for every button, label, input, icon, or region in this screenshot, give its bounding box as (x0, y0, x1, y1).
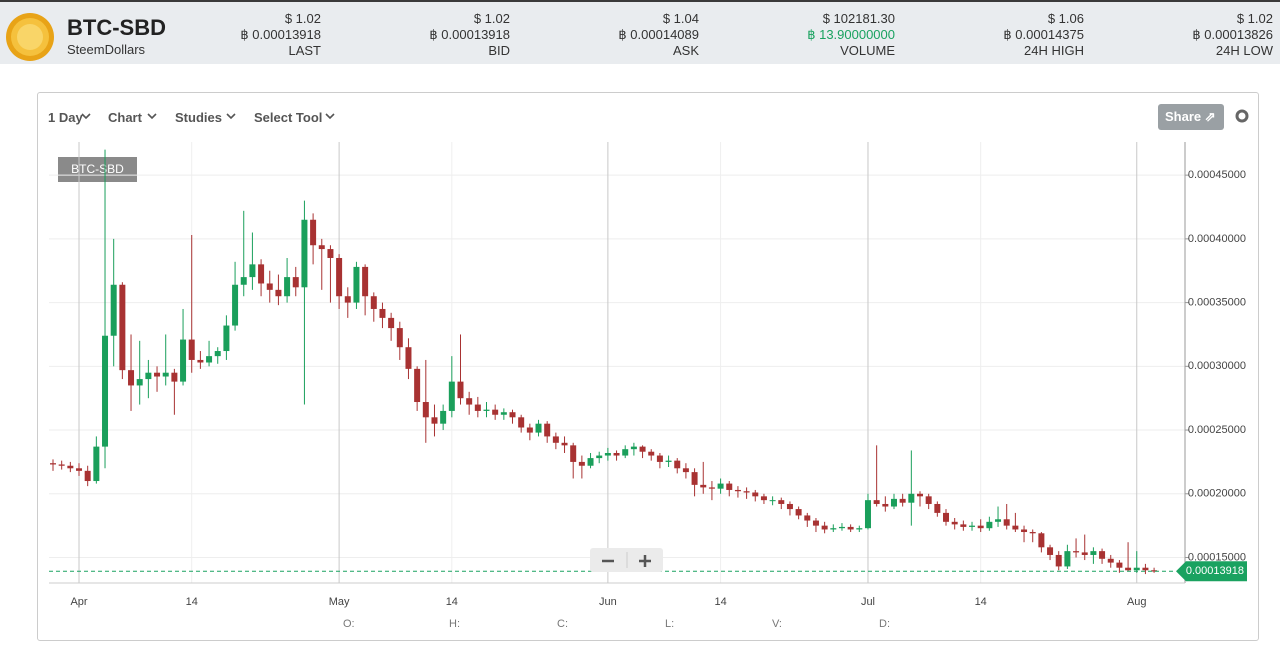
menu-label: Chart (108, 110, 142, 125)
stat: $ 1.02 ฿ 0.00013918 LAST (240, 11, 321, 59)
pair: BTC-SBD (67, 15, 166, 40)
share-button[interactable]: Share ⇗ (1158, 104, 1224, 130)
stat-usd: $ 1.02 (473, 11, 510, 26)
stat-usd: $ 102181.30 (822, 11, 895, 26)
menu-label: Studies (175, 110, 222, 125)
menu-label: Select Tool (254, 110, 323, 125)
pair-name: SteemDollars (67, 42, 146, 57)
studies-menu[interactable]: Studies (175, 110, 222, 125)
menu-label: 1 Day (48, 110, 83, 125)
stat-btc: ฿ 0.00013918 (429, 27, 510, 42)
stat: $ 1.04 ฿ 0.00014089 ASK (618, 11, 699, 59)
stat-btc: ฿ 0.00014375 (1003, 27, 1084, 42)
stat-btc: ฿ 0.00013918 (240, 27, 321, 42)
tool-menu[interactable]: Select Tool (254, 110, 322, 125)
stat-usd: $ 1.02 (284, 11, 321, 26)
stat-label: 24H HIGH (1024, 43, 1084, 58)
stat-btc: ฿ 0.00013826 (1192, 27, 1273, 42)
stat-btc: ฿ 13.90000000 (807, 27, 895, 42)
stat-label: LAST (288, 43, 321, 58)
logo (6, 13, 54, 61)
stat: $ 1.02 ฿ 0.00013826 24H LOW (1192, 11, 1273, 59)
stat-label: 24H LOW (1215, 43, 1273, 58)
stat-label: VOLUME (840, 43, 895, 58)
stat-label: ASK (672, 43, 699, 58)
stat: $ 1.06 ฿ 0.00014375 24H HIGH (1003, 11, 1084, 59)
chart-menu[interactable]: Chart (108, 110, 142, 125)
chart-panel (37, 92, 1259, 641)
stat: $ 1.02 ฿ 0.00013918 BID (429, 11, 510, 59)
stat-usd: $ 1.06 (1047, 11, 1084, 26)
header: BTC-SBD SteemDollars $ 1.02 ฿ 0.00013918 L… (0, 0, 1280, 64)
share-label: Share (1165, 109, 1202, 124)
stat-btc: ฿ 0.00014089 (618, 27, 699, 42)
interval-menu[interactable]: 1 Day (48, 110, 83, 125)
stat-usd: $ 1.04 (662, 11, 699, 26)
stat: $ 102181.30 ฿ 13.90000000 VOLUME (807, 11, 895, 59)
stat-label: BID (488, 43, 510, 58)
stat-usd: $ 1.02 (1236, 11, 1273, 26)
